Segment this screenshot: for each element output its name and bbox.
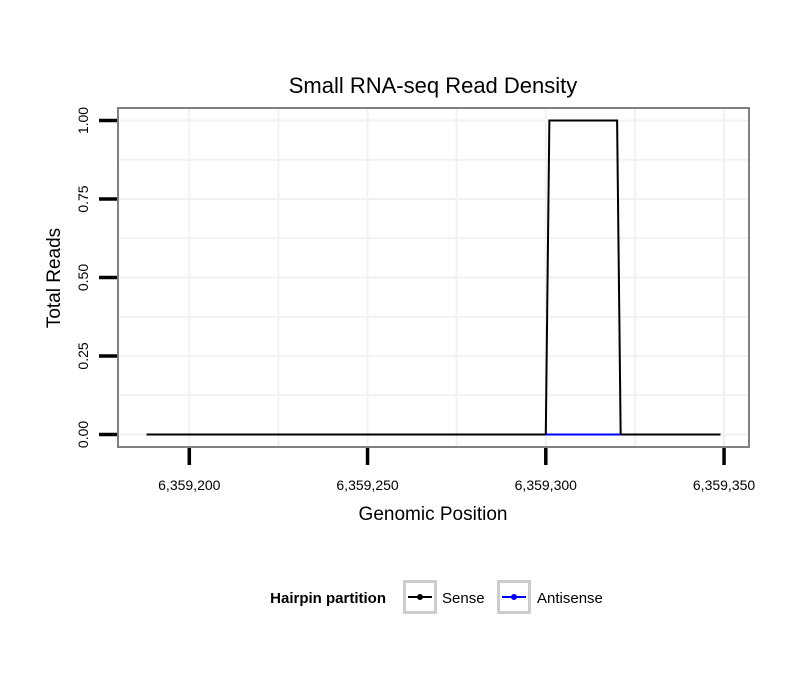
plot-border	[117, 107, 750, 448]
x-axis-label: Genomic Position	[359, 504, 508, 525]
legend-label-sense: Sense	[442, 590, 485, 607]
x-axis: 6,359,200 6,359,250 6,359,300 6,359,350	[158, 448, 755, 493]
x-tick-label: 6,359,250	[336, 477, 398, 493]
y-tick-label: 1.00	[75, 107, 91, 134]
legend-key-point	[417, 594, 423, 600]
legend: Hairpin partition Sense Antisense	[270, 580, 603, 614]
y-tick-label: 0.50	[75, 264, 91, 291]
y-axis-label: Total Reads	[44, 228, 65, 328]
legend-key-point	[511, 594, 517, 600]
x-tick-label: 6,359,200	[158, 477, 220, 493]
y-tick-label: 0.25	[75, 342, 91, 369]
y-tick-label: 0.75	[75, 185, 91, 212]
legend-title: Hairpin partition	[270, 590, 386, 607]
x-tick-label: 6,359,350	[693, 477, 755, 493]
y-axis: 0.00 0.25 0.50 0.75 1.00	[75, 107, 117, 448]
series-line-sense	[146, 119, 721, 436]
y-tick-label: 0.00	[75, 421, 91, 448]
grid	[118, 108, 749, 447]
legend-label-antisense: Antisense	[537, 590, 603, 607]
chart-title: Small RNA-seq Read Density	[289, 73, 578, 98]
series-layer	[146, 119, 721, 436]
x-tick-label: 6,359,300	[515, 477, 577, 493]
